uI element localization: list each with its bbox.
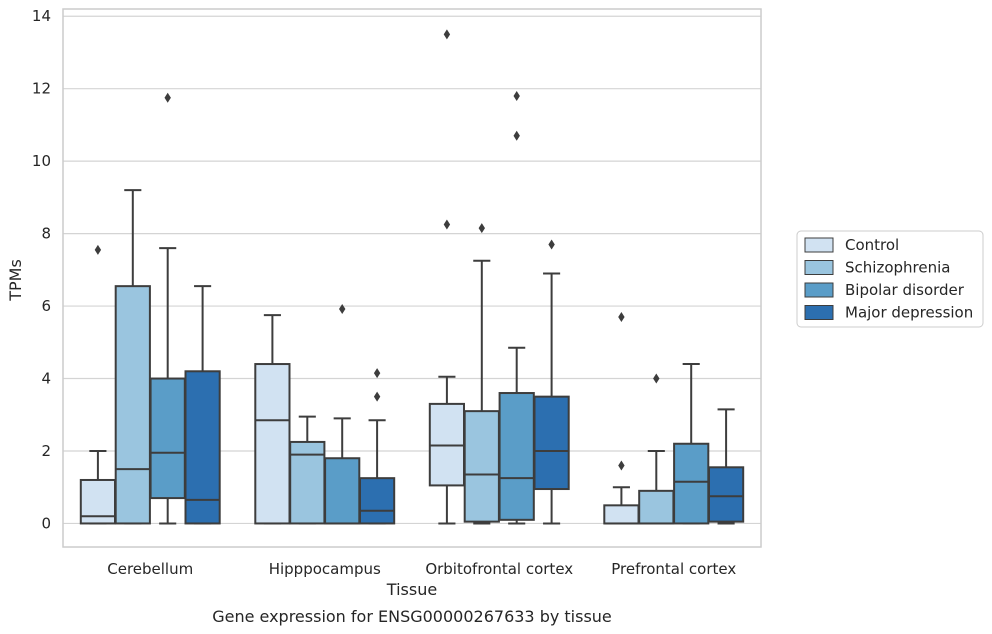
box	[638, 373, 675, 525]
outlier-point	[618, 460, 625, 471]
legend-swatch	[804, 237, 834, 253]
x-tick-labels: Cerebellum Hipppocampus Orbitofrontal cort…	[107, 560, 736, 578]
box	[463, 223, 500, 525]
y-tick-label: 4	[41, 370, 51, 388]
legend-swatch	[804, 282, 834, 298]
box-body	[149, 377, 186, 500]
legend-label: Major depression	[845, 304, 973, 322]
box	[184, 285, 221, 525]
outlier-point	[443, 219, 451, 230]
box	[707, 408, 745, 525]
box-body	[463, 410, 500, 523]
x-tick-label: Hipppocampus	[269, 560, 381, 578]
legend: Control Schizophrenia Bipolar disorder Majo…	[796, 230, 984, 328]
outlier-point	[513, 90, 520, 101]
box-body	[324, 457, 361, 525]
y-tick-label: 2	[41, 442, 51, 460]
x-axis-title: Tissue	[386, 580, 437, 599]
box-groups	[79, 29, 745, 525]
box	[498, 90, 535, 525]
y-tick-label: 6	[41, 297, 51, 315]
y-tick-label: 14	[32, 7, 51, 25]
y-tick-labels: 0 2 4 6 8 10 12 14	[32, 7, 51, 532]
figure-caption: Gene expression for ENSG00000267633 by t…	[212, 607, 612, 626]
outlier-point	[478, 223, 485, 234]
outlier-point	[443, 29, 451, 40]
box-body	[114, 285, 151, 525]
outlier-point	[94, 244, 102, 255]
box-body	[638, 489, 675, 525]
outlier-point	[339, 303, 346, 314]
y-tick-label: 8	[41, 225, 51, 243]
box-body	[254, 363, 291, 525]
box	[254, 314, 291, 525]
box-body	[498, 392, 535, 521]
box	[428, 29, 466, 525]
x-tick-label: Prefrontal cortex	[611, 560, 736, 578]
plot-frame	[62, 8, 762, 548]
legend-label: Bipolar disorder	[845, 281, 965, 299]
legend-swatch	[804, 260, 834, 275]
y-tick-label: 12	[32, 80, 51, 98]
legend-label: Schizophrenia	[845, 259, 950, 277]
box-body	[673, 442, 710, 525]
outlier-point	[164, 92, 171, 103]
box-body	[184, 370, 221, 525]
legend-items: Control Schizophrenia Bipolar disorder Majo…	[804, 236, 973, 322]
y-axis-title: TPMs	[6, 259, 25, 302]
box	[358, 368, 396, 525]
x-tick-label: Orbitofrontal cortex	[425, 560, 573, 578]
box	[114, 189, 151, 525]
box-body	[533, 395, 570, 491]
box	[289, 415, 326, 525]
legend-frame	[796, 230, 984, 328]
box	[533, 239, 570, 525]
box-body	[358, 477, 396, 525]
outlier-point	[373, 368, 381, 379]
box	[603, 311, 640, 525]
outlier-point	[513, 130, 520, 141]
y-tick-label: 0	[41, 514, 51, 532]
outlier-point	[618, 311, 625, 322]
box-body	[603, 504, 640, 525]
x-tick-label: Cerebellum	[107, 560, 193, 578]
outlier-point	[653, 373, 660, 384]
box-body	[707, 466, 745, 523]
legend-label: Control	[845, 236, 899, 254]
y-tick-label: 10	[32, 152, 51, 170]
box	[149, 92, 186, 525]
outlier-point	[373, 391, 381, 402]
outlier-point	[548, 239, 555, 250]
legend-swatch	[804, 305, 834, 320]
